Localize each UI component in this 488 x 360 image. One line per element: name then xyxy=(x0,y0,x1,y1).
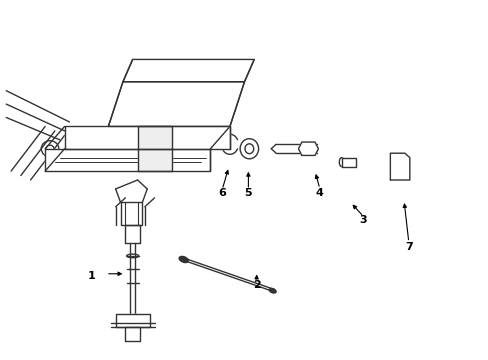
Polygon shape xyxy=(45,149,210,171)
Polygon shape xyxy=(137,126,171,171)
Polygon shape xyxy=(389,153,409,180)
Text: 5: 5 xyxy=(244,188,252,198)
Text: 4: 4 xyxy=(315,188,323,198)
Polygon shape xyxy=(298,142,318,156)
Ellipse shape xyxy=(179,256,188,262)
Polygon shape xyxy=(116,314,149,327)
Polygon shape xyxy=(64,126,229,149)
Text: 3: 3 xyxy=(359,215,366,225)
Polygon shape xyxy=(120,202,142,225)
Text: 6: 6 xyxy=(218,188,225,198)
Polygon shape xyxy=(125,327,140,341)
Text: 2: 2 xyxy=(252,280,260,290)
Polygon shape xyxy=(122,59,254,82)
Ellipse shape xyxy=(269,288,276,293)
Polygon shape xyxy=(341,158,356,167)
Text: 7: 7 xyxy=(404,242,412,252)
Polygon shape xyxy=(108,82,244,126)
Text: 1: 1 xyxy=(87,271,95,281)
